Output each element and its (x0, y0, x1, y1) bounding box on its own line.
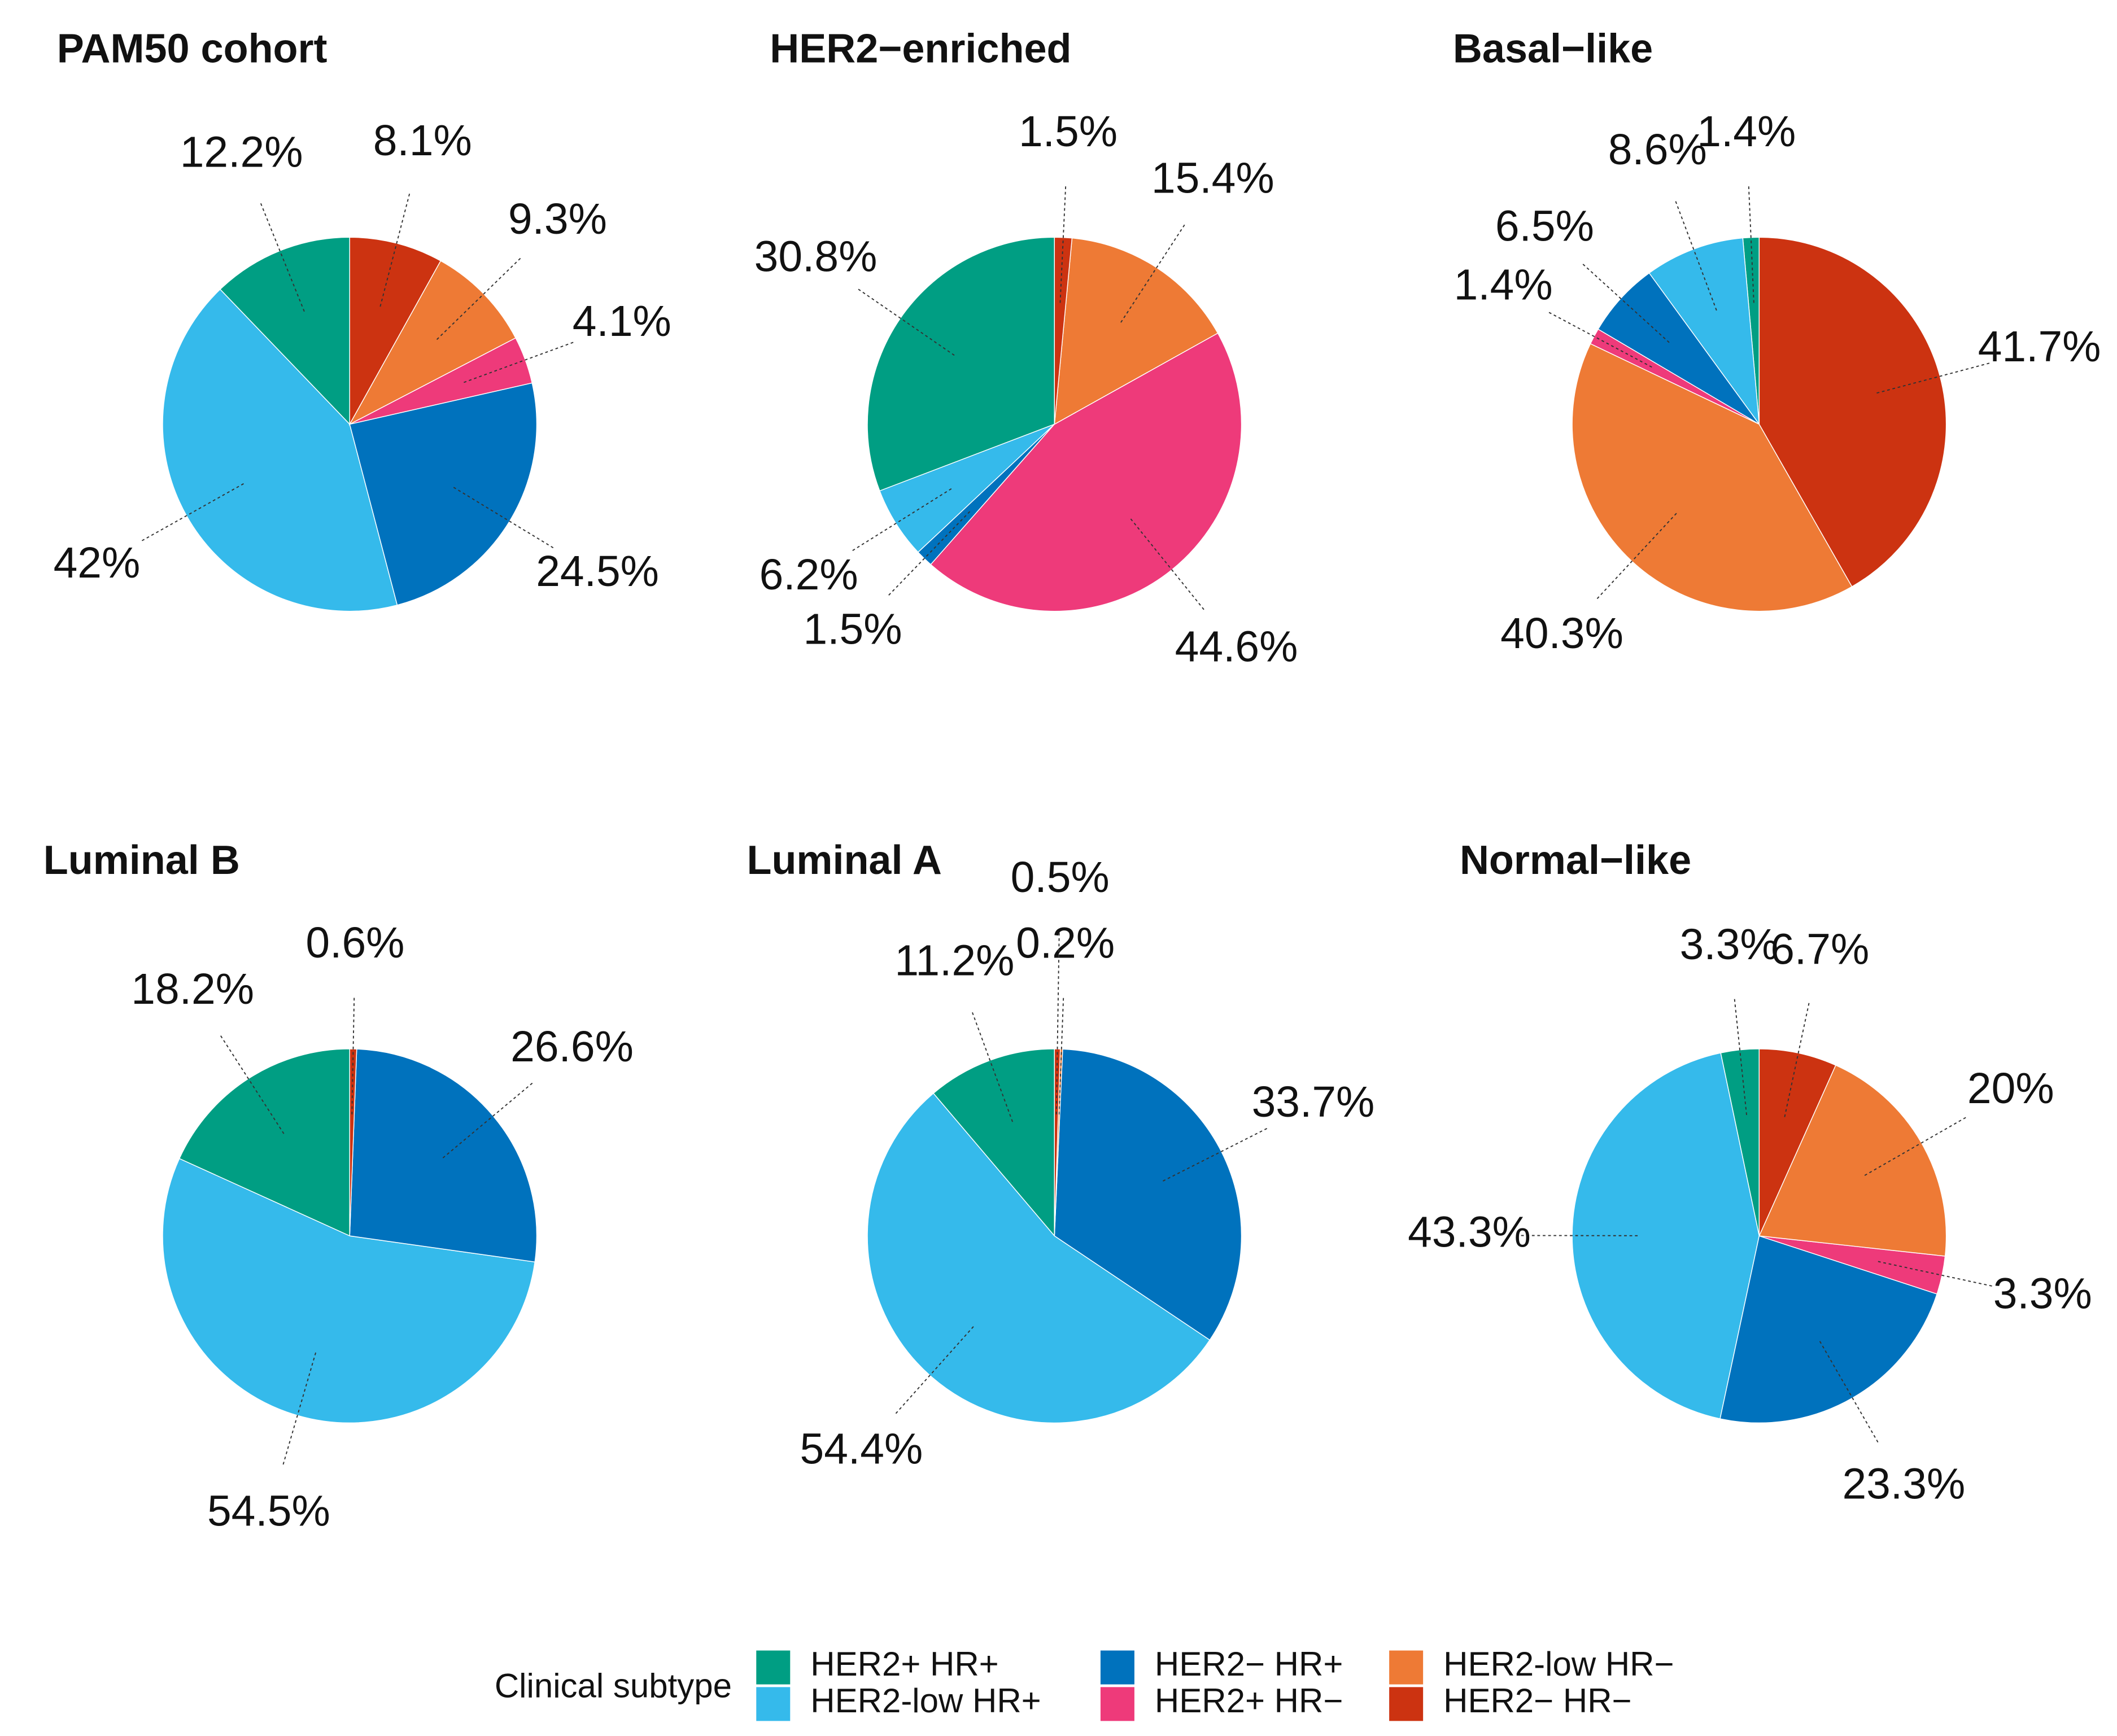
chart-title: Basal−like (1453, 26, 1653, 71)
leader-line (436, 257, 522, 340)
leader-line (1748, 185, 1754, 303)
data-label: 26.6% (510, 1022, 634, 1071)
leader-line (1162, 1127, 1269, 1182)
legend-label: HER2+ HR+ (810, 1645, 998, 1683)
legend-swatch (1389, 1650, 1424, 1685)
leader-line (1784, 1002, 1810, 1117)
data-label: 0.5% (1011, 853, 1110, 902)
data-label: 0.2% (1016, 919, 1115, 967)
leader-line (453, 487, 555, 549)
legend-label: HER2− HR− (1443, 1682, 1631, 1720)
data-label: 40.3% (1500, 609, 1623, 658)
data-label: 42% (54, 539, 141, 587)
data-label: 30.8% (754, 233, 878, 281)
data-label: 20% (1967, 1064, 2054, 1113)
data-label: 1.5% (1019, 107, 1118, 156)
data-label: 41.7% (1978, 322, 2101, 371)
leader-line (1547, 311, 1652, 368)
data-label: 9.3% (508, 195, 607, 243)
legend-label: HER2+ HR− (1155, 1682, 1343, 1720)
leader-line (282, 1352, 317, 1466)
legend-label: HER2-low HR− (1443, 1645, 1674, 1683)
data-label: 8.6% (1608, 125, 1707, 174)
leader-line (857, 288, 955, 356)
legend-swatch (756, 1650, 791, 1685)
chart-title: Luminal B (43, 838, 240, 883)
chart-title: Normal−like (1460, 838, 1691, 883)
data-label: 6.7% (1770, 925, 1869, 973)
data-label: 44.6% (1175, 622, 1298, 671)
leader-line (894, 1326, 974, 1415)
leader-line (464, 341, 575, 383)
leader-line (1876, 362, 1991, 394)
legend-label: HER2-low HR+ (810, 1682, 1041, 1720)
data-label: 24.5% (536, 547, 659, 596)
leader-line (1674, 200, 1717, 311)
data-label: 1.5% (804, 605, 902, 653)
leader-line (1596, 513, 1677, 600)
legend-label: HER2− HR+ (1155, 1645, 1343, 1683)
leader-line (1878, 1261, 1994, 1287)
data-label: 8.1% (373, 116, 472, 165)
data-label: 12.2% (180, 128, 303, 176)
data-label: 6.5% (1495, 202, 1594, 251)
leader-line (1130, 518, 1206, 611)
legend-title: Clinical subtype (495, 1667, 732, 1705)
data-label: 33.7% (1252, 1078, 1375, 1126)
chart-title: PAM50 cohort (57, 26, 328, 71)
legend-swatch (756, 1687, 791, 1721)
data-label: 54.5% (207, 1486, 330, 1535)
leader-line (1864, 1116, 1967, 1176)
leader-line (260, 202, 305, 312)
pie-slice (1572, 1052, 1760, 1419)
leader-line (971, 1011, 1014, 1122)
data-label: 43.3% (1408, 1208, 1531, 1257)
pie-slice (349, 1048, 538, 1263)
leader-line (351, 996, 355, 1114)
leader-line (851, 488, 952, 552)
legend-swatch (1100, 1650, 1134, 1685)
data-label: 4.1% (573, 297, 671, 346)
data-label: 23.3% (1842, 1459, 1965, 1508)
leader-line (1734, 998, 1748, 1116)
leader-line (1581, 263, 1670, 343)
leader-line (442, 1082, 534, 1158)
data-label: 3.3% (1993, 1270, 2092, 1318)
data-label: 6.2% (759, 550, 858, 599)
data-label: 15.4% (1151, 154, 1274, 203)
data-label: 11.2% (894, 936, 1014, 985)
leader-line (1055, 931, 1060, 1114)
leader-line (219, 1034, 285, 1134)
legend-swatch (1100, 1687, 1134, 1721)
leader-line (1120, 223, 1186, 323)
leader-line (887, 511, 971, 597)
chart-title: HER2−enriched (770, 26, 1071, 71)
data-label: 54.4% (800, 1424, 923, 1473)
data-label: 1.4% (1454, 261, 1553, 309)
data-label: 0.6% (305, 919, 404, 967)
leader-line (1058, 996, 1064, 1115)
leader-line (140, 483, 244, 542)
data-label: 18.2% (131, 965, 254, 1013)
data-label: 3.3% (1680, 920, 1779, 969)
leader-line (379, 192, 411, 307)
leader-line (1819, 1341, 1879, 1444)
legend-swatch (1389, 1687, 1424, 1721)
chart-title: Luminal A (747, 838, 941, 883)
data-label: 1.4% (1697, 107, 1796, 156)
leader-line (1059, 185, 1067, 303)
